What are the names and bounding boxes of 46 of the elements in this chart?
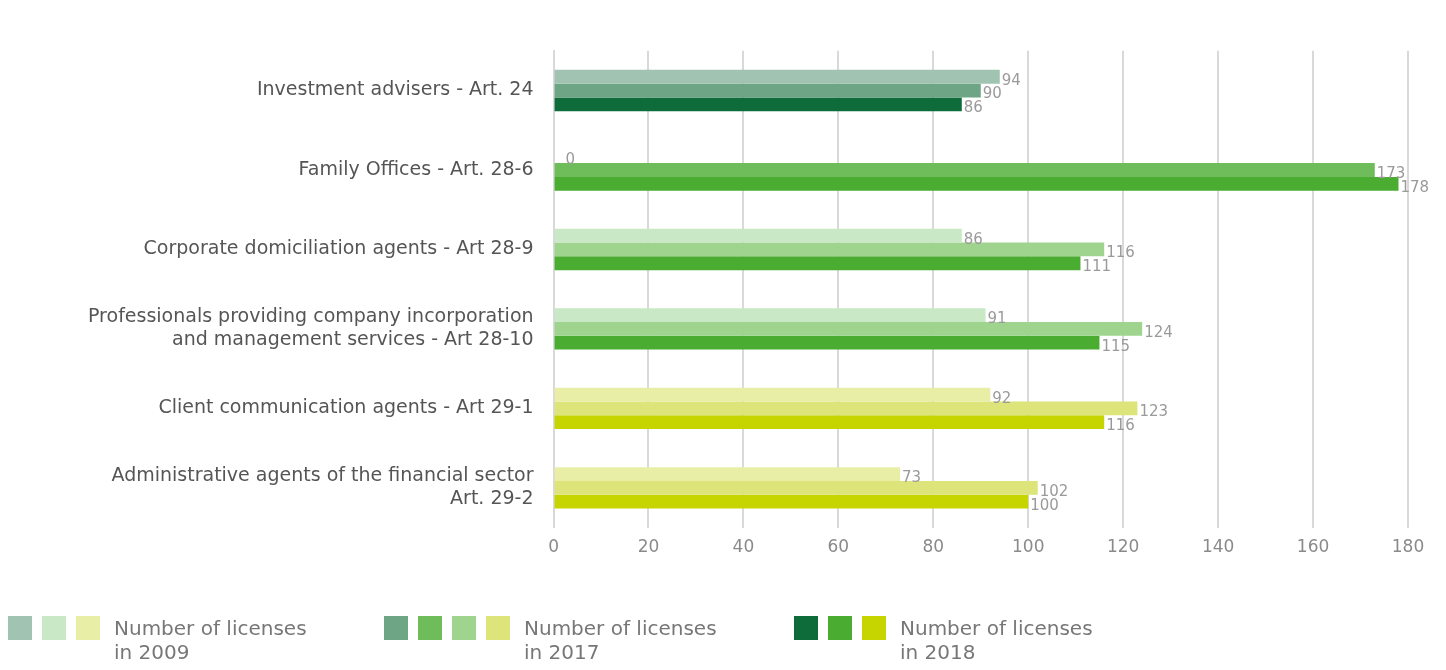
x-tick-label: 120 [1106,536,1140,557]
bar [554,494,1029,509]
data-label: 115 [1101,336,1131,355]
x-tick-label: 80 [922,536,945,557]
y-tick-label: Investment advisers - Art. 24 [256,77,534,100]
bar [554,308,986,323]
bar [554,69,1000,84]
data-label: 178 [1400,177,1430,196]
bar [554,387,991,402]
data-label: 123 [1139,402,1169,421]
data-label: 124 [1144,322,1173,341]
data-label: 86 [963,98,983,117]
y-tick-label: Administrative agents of the financial sector Art. 29-2 [111,463,534,509]
bar [554,467,901,481]
x-tick-label: 140 [1201,536,1235,557]
bar [554,83,981,98]
bar [554,335,1100,350]
legend-label: Number of licenses in 2017 [524,616,718,664]
x-tick-label: 60 [827,536,850,557]
x-tick-label: 0 [548,536,559,557]
bar [554,97,962,112]
y-tick-label: Client communication agents - Art 29-1 [158,395,534,418]
bar [554,228,962,243]
bar [554,163,1375,177]
bar [554,256,1081,271]
x-tick-label: 160 [1296,536,1330,557]
data-label: 100 [1030,495,1059,514]
y-tick-label: Professionals providing company incorporation and management services - Art 28-10 [87,304,534,350]
bar [554,242,1105,257]
data-label: 116 [1106,416,1135,435]
x-tick-label: 40 [732,536,755,557]
bar [554,401,1138,416]
bar [554,480,1038,495]
legend-label: Number of licenses in 2009 [114,616,308,664]
y-tick-label: Family Offices - Art. 28-6 [298,156,534,179]
data-label: 94 [1001,70,1021,89]
legend-label: Number of licenses in 2018 [900,616,1094,664]
bar [554,176,1399,191]
x-tick-label: 20 [637,536,660,557]
x-tick-label: 180 [1391,536,1425,557]
x-tick-label: 100 [1012,536,1045,557]
bar [554,322,1143,336]
y-tick-label: Corporate domiciliation agents - Art 28-9 [143,236,534,259]
data-label: 86 [963,229,983,248]
bar [554,415,1105,430]
data-label: 90 [982,84,1002,103]
